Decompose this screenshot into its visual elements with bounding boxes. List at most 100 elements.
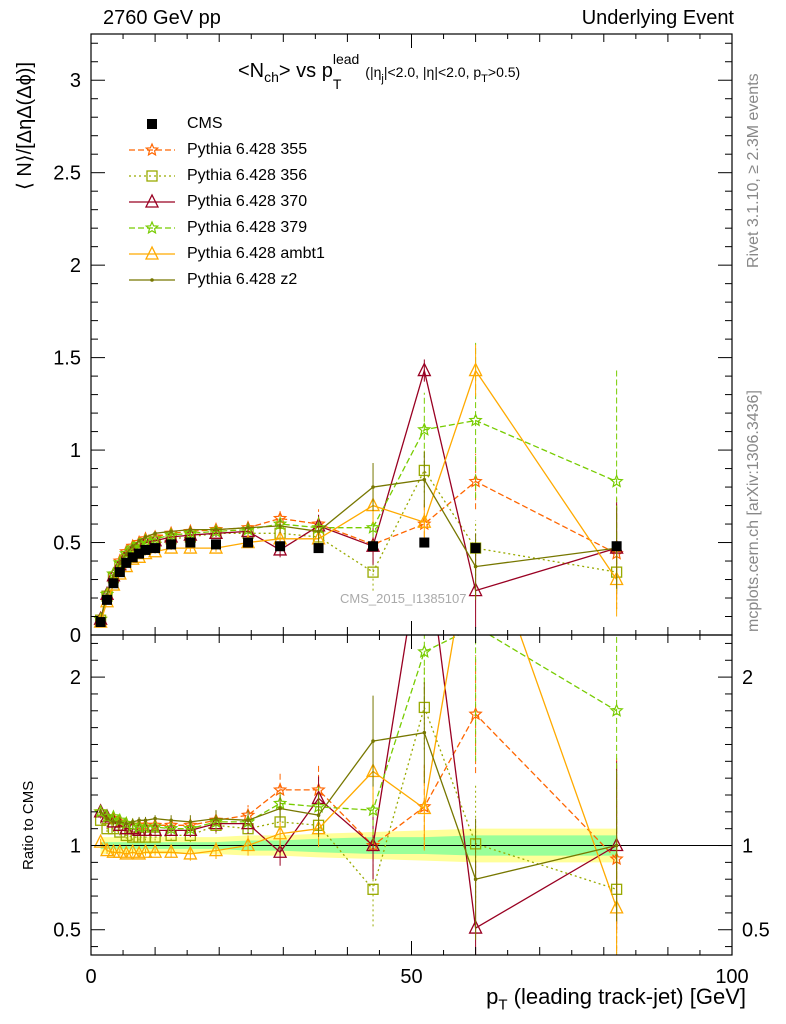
main-point: [417, 422, 432, 436]
ratio-point: [112, 843, 127, 858]
main-point: [611, 541, 622, 552]
main-point: [275, 541, 286, 552]
ratio-series-5: [98, 682, 619, 940]
ratio-point: [98, 810, 103, 814]
rivet-version-label: Rivet 3.1.10, ≥ 2.3M events: [745, 73, 762, 268]
ratio-frame: [90, 634, 733, 956]
legend-item-379: Pythia 6.428 379: [127, 216, 387, 242]
legend-item-z2: Pythia 6.428 z2: [127, 268, 387, 294]
ratio-point: [163, 821, 179, 835]
plot-title-main: <N: [238, 60, 265, 82]
ratio-point: [246, 818, 250, 823]
legend-marker-ambt1: [129, 245, 175, 260]
ratio-point: [417, 800, 432, 815]
ratio-point: [278, 806, 282, 811]
ratio-point: [93, 803, 108, 818]
ratio-line-3: [100, 635, 617, 830]
ratio-point: [143, 818, 148, 823]
main-point: [419, 537, 430, 548]
ratio-series-1: [94, 665, 623, 955]
main-point: [188, 527, 193, 532]
main-point: [417, 513, 432, 528]
ratio-series-2: [93, 635, 624, 955]
ratio-point: [468, 706, 483, 721]
main-point: [150, 543, 161, 554]
main-y-tick-label: 1: [70, 440, 81, 462]
main-y-tick-label: 0.5: [53, 533, 81, 555]
ratio-point: [367, 883, 379, 895]
main-y-tick-label: 2.5: [53, 163, 81, 185]
main-point: [138, 533, 153, 547]
legend-marker-356: [129, 170, 175, 182]
ratio-point: [273, 825, 288, 840]
plot-title-cuts-open: (|η: [361, 64, 382, 80]
main-point: [368, 541, 379, 552]
plot-title: <Nch> vs p lead T (|ηj|<2.0, |η|<2.0, pT>0…: [238, 51, 520, 92]
main-point: [127, 552, 138, 563]
ratio-point: [137, 818, 141, 823]
main-point: [166, 539, 177, 550]
ratio-y-axis-label: Ratio to CMS: [20, 780, 37, 870]
main-point: [137, 538, 141, 543]
legend-symbol: [144, 220, 160, 235]
legend-label: Pythia 6.428 370: [187, 193, 308, 210]
main-point: [422, 477, 427, 482]
ratio-point: [125, 843, 140, 858]
ratio-point: [609, 703, 624, 717]
legend-marker-cms: [147, 119, 157, 129]
main-series-3: [93, 342, 624, 626]
main-series-5: [98, 451, 619, 622]
ratio-line-2: [100, 635, 617, 930]
ratio-y-tick-label-right: 0.5: [742, 920, 770, 942]
main-point: [153, 531, 157, 536]
main-point: [246, 525, 250, 530]
main-point: [143, 535, 148, 539]
mcplots-reference-label: mcplots.cern.ch [arXiv:1306.3436]: [745, 390, 762, 632]
ratio-point: [130, 820, 135, 824]
main-point: [367, 566, 379, 578]
legend: CMS Pythia 6.428 355 Pythia 6.428 356 Py…: [127, 112, 387, 294]
legend-item-356: Pythia 6.428 356: [127, 164, 387, 190]
main-line-2: [99, 368, 617, 620]
main-point: [278, 524, 282, 528]
plot-title-cuts-rest: |<2.0, |η|<2.0, p: [383, 64, 482, 80]
legend-label: CMS: [187, 115, 223, 132]
ratio-point: [127, 831, 139, 843]
main-point: [473, 564, 478, 569]
main-point: [169, 529, 173, 534]
ratio-point: [183, 845, 198, 860]
ratio-point: [183, 821, 198, 835]
main-point: [130, 544, 135, 549]
x-axis-label-rest: (leading track-jet) [GeV]: [507, 984, 746, 1009]
ratio-y-tick-label-left: 2: [70, 667, 81, 689]
ratio-point: [365, 802, 381, 817]
legend-symbol: [144, 193, 160, 208]
main-point: [313, 543, 324, 554]
header-right: Underlying Event: [581, 7, 734, 29]
main-y-tick-label: 0: [70, 625, 81, 647]
legend-marker-z2: [129, 278, 175, 282]
legend-symbol: [144, 142, 160, 157]
main-series-4: [93, 344, 624, 628]
ratio-y-tick-label-right: 1: [742, 836, 753, 858]
main-point: [140, 544, 151, 555]
main-point: [183, 525, 198, 540]
axes: 0 50 100 0 0.5 1 1.5 2 2.5 3 0.5 0.5 1 1 2 2: [53, 33, 770, 988]
legend-symbol: [150, 278, 154, 282]
main-y-tick-label: 1.5: [53, 348, 81, 370]
ratio-y-tick-label-left: 0.5: [53, 920, 81, 942]
ratio-point: [118, 820, 122, 824]
main-panel-series: [93, 342, 624, 628]
main-point: [114, 567, 125, 578]
main-y-tick-label: 3: [70, 70, 81, 92]
legend-symbol: [144, 245, 160, 260]
legend-label: Pythia 6.428 356: [187, 167, 308, 184]
main-point: [134, 548, 145, 559]
main-point: [365, 520, 381, 534]
plot-title-cuts-t: T: [481, 73, 488, 85]
x-axis-label-sub-t: T: [498, 996, 508, 1014]
x-axis-label-p: p: [486, 984, 499, 1009]
x-tick-label: 100: [715, 966, 748, 988]
plot-title-sup-lead: lead: [332, 51, 360, 67]
main-point: [131, 536, 147, 551]
